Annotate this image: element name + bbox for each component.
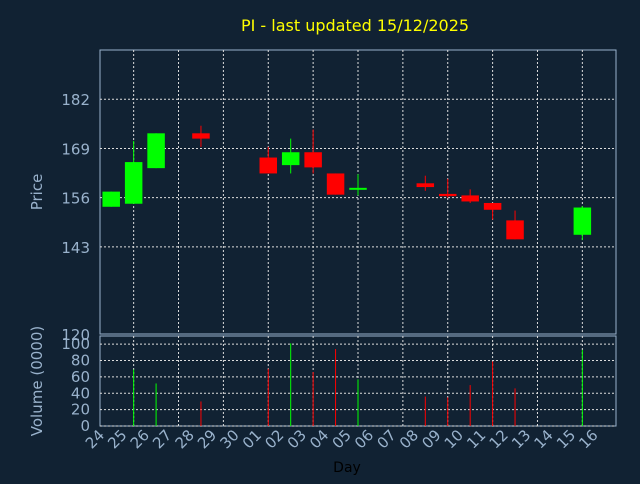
candle-body: [326, 173, 345, 195]
candle-body: [304, 152, 322, 168]
price-tick-label: 182: [61, 91, 90, 109]
candle-body: [506, 220, 524, 240]
volume-axis-label: Volume (0000): [28, 326, 46, 436]
volume-tick-label: 100: [61, 335, 90, 353]
price-tick-label: 143: [61, 239, 90, 257]
candle-body: [192, 133, 210, 139]
x-axis-label: Day: [333, 460, 361, 476]
volume-tick-label: 20: [71, 401, 90, 419]
price-tick-label: 169: [61, 140, 90, 158]
volume-panel: 0204060801002425262728293001020304050607…: [61, 335, 617, 452]
candle-body: [483, 202, 502, 210]
volume-tick-label: 0: [80, 417, 90, 435]
candle-body: [281, 152, 300, 166]
price-tick-label: 156: [61, 190, 90, 208]
candle-body: [416, 183, 435, 188]
volume-tick-label: 80: [71, 352, 90, 370]
candle-body: [147, 133, 165, 169]
chart-title: PI - last updated 15/12/2025: [241, 16, 469, 35]
candle-body: [349, 187, 367, 190]
price-panel: 120 143 156 169 182: [61, 49, 617, 344]
x-tick-label: 16: [575, 426, 601, 452]
candle-body: [573, 207, 592, 235]
candle-body: [438, 193, 457, 197]
volume-tick-label: 40: [71, 384, 90, 402]
candle-body: [259, 157, 278, 174]
candle-body: [102, 191, 120, 207]
price-axis-label: Price: [28, 174, 46, 211]
price-tick-label: 120: [61, 326, 90, 344]
candle-body: [461, 195, 479, 202]
candle-body: [124, 162, 143, 204]
volume-tick-label: 60: [71, 368, 90, 386]
